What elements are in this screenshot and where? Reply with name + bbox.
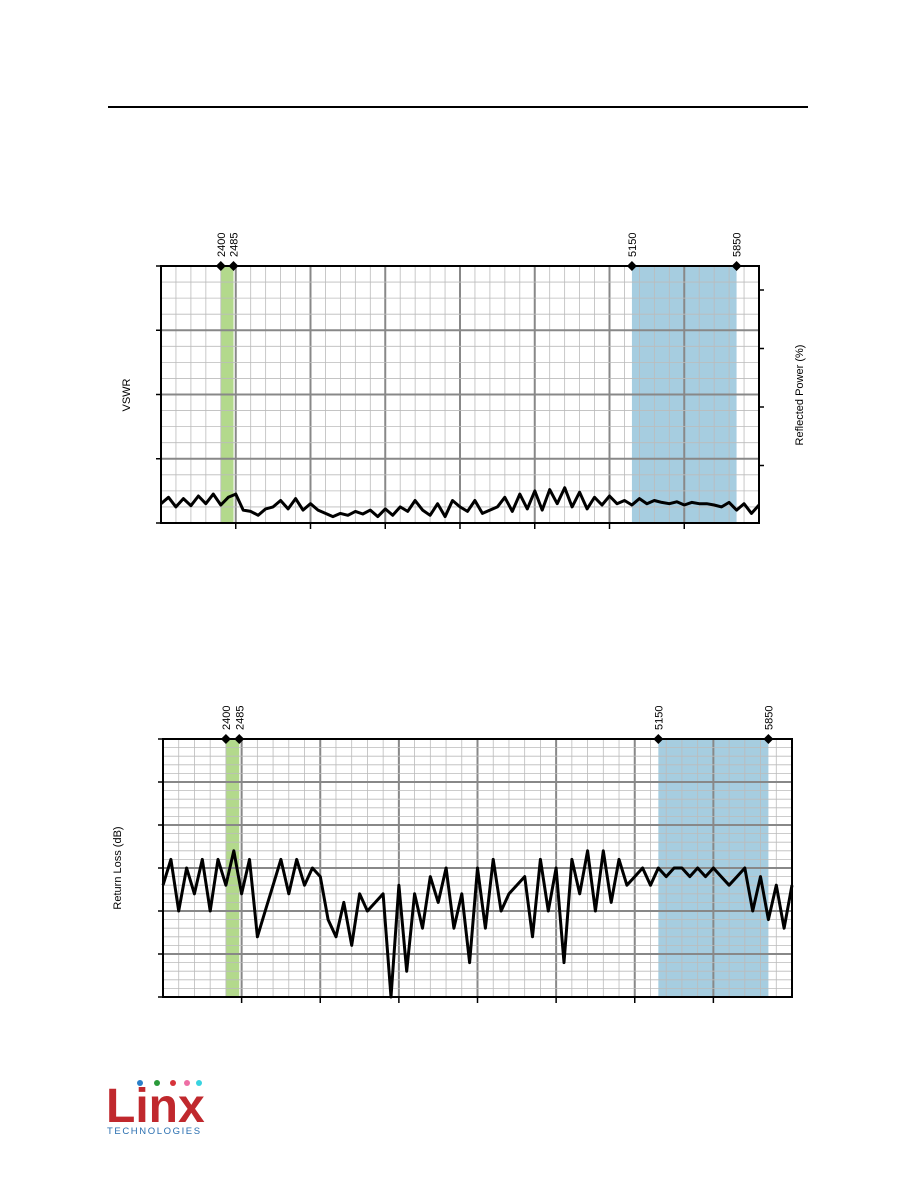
band-marker [215, 261, 226, 271]
y2-axis-title: Reflected Power (%) [794, 345, 806, 446]
marker-label: 2485 [229, 233, 241, 257]
marker-label: 2400 [221, 706, 233, 730]
marker-label: 2485 [234, 706, 246, 730]
logo-tagline: TECHNOLOGIES [107, 1126, 202, 1137]
band-marker [653, 734, 664, 744]
logo-dot [196, 1080, 202, 1086]
plot-frame [162, 738, 793, 998]
marker-label: 5850 [732, 233, 744, 257]
logo-name: Linx [106, 1080, 205, 1133]
y-axis-title: VSWR [121, 378, 133, 411]
marker-label: 5850 [763, 706, 775, 730]
band-marker [234, 734, 245, 744]
data-line [161, 849, 794, 999]
logo-dot [170, 1080, 176, 1086]
logo-dot [154, 1080, 160, 1086]
data-line [160, 486, 761, 519]
logo-dot [137, 1080, 143, 1086]
band-marker [731, 261, 742, 271]
band-marker [626, 261, 637, 271]
marker-label: 5150 [627, 233, 639, 257]
marker-label: 5150 [653, 706, 665, 730]
plot-frame [160, 265, 760, 524]
y-axis-title: Return Loss (dB) [112, 826, 124, 909]
band-marker [220, 734, 231, 744]
band-marker [763, 734, 774, 744]
band-marker [228, 261, 239, 271]
logo-dot [184, 1080, 190, 1086]
marker-label: 2400 [216, 233, 228, 257]
